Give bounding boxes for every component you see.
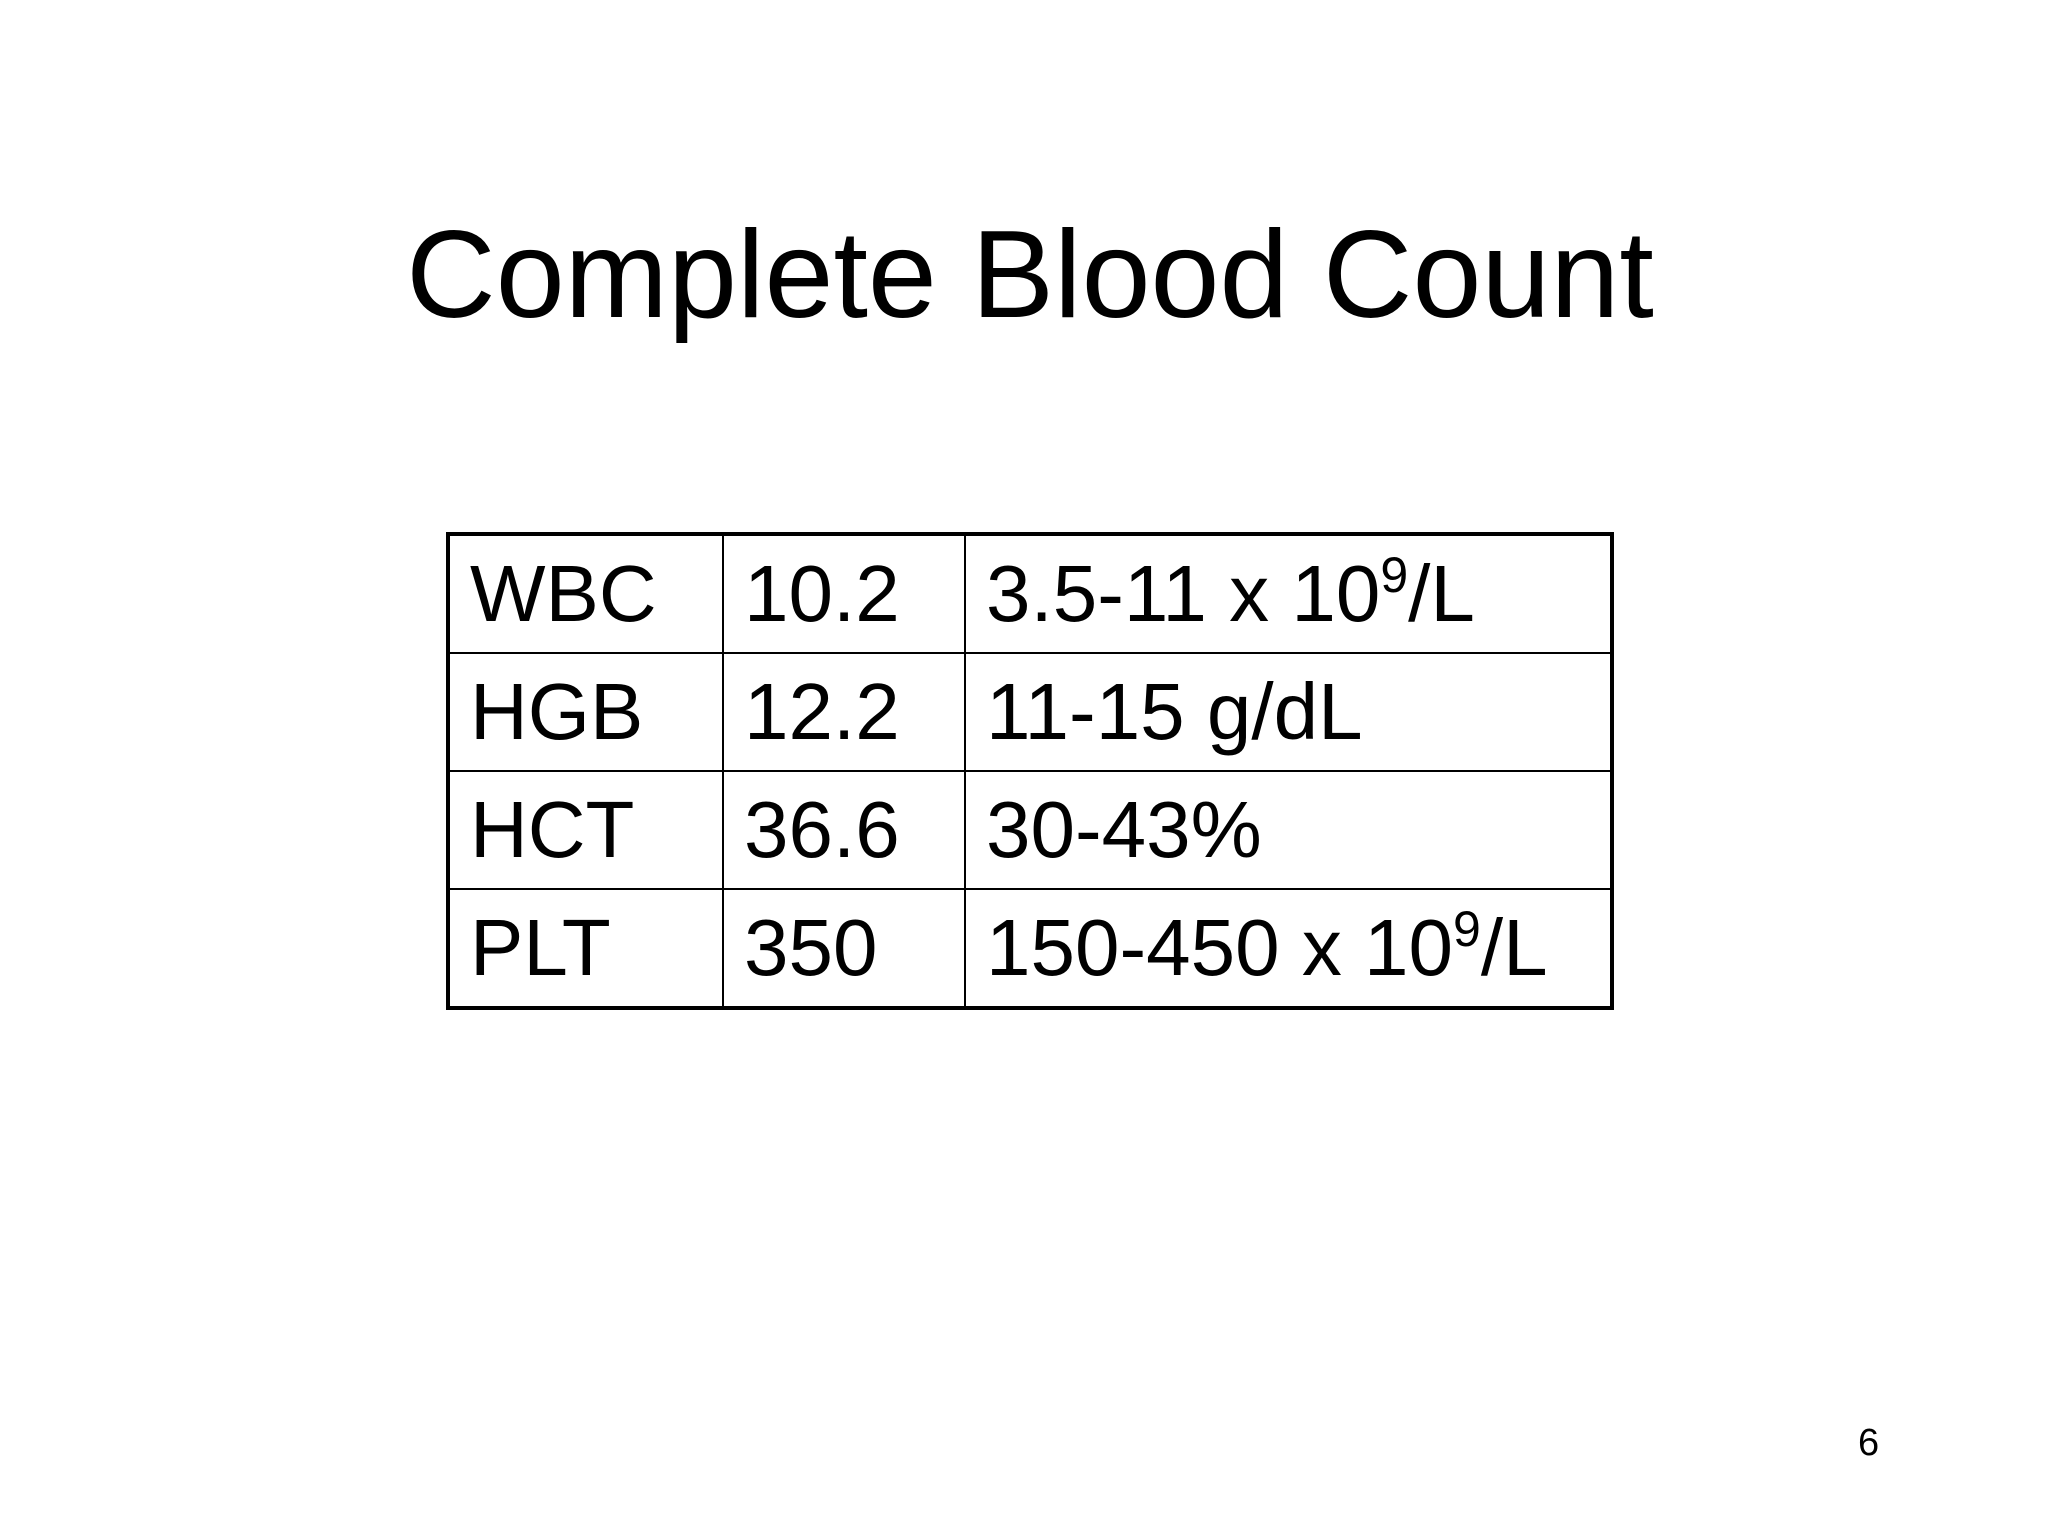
range-text: 3.5-11 x 10 [986,549,1381,638]
range-text: 30-43% [986,785,1262,874]
range-text: 150-450 x 10 [986,903,1454,992]
test-name: WBC [447,533,724,654]
test-name: HCT [447,770,724,890]
unit: /L [1480,903,1548,992]
test-value: 12.2 [722,652,966,772]
test-value: 350 [722,888,966,1009]
test-value: 10.2 [722,533,966,654]
test-name: HGB [447,652,724,772]
page-number: 6 [1858,1422,1880,1464]
cbc-table: WBC 10.2 3.5-11 x 109/L HGB 12.2 11-15 g… [446,532,1614,1010]
table-row: PLT 350 150-450 x 109/L [447,888,1613,1009]
reference-range: 11-15 g/dL [964,652,1613,772]
exponent: 9 [1453,901,1481,957]
test-name: PLT [447,888,724,1009]
slide-title: Complete Blood Count [406,206,1654,344]
reference-range: 30-43% [964,770,1613,890]
exponent: 9 [1380,547,1409,603]
table-row: WBC 10.2 3.5-11 x 109/L [447,533,1613,654]
test-value: 36.6 [722,770,966,890]
table-row: HGB 12.2 11-15 g/dL [447,652,1613,772]
reference-range: 3.5-11 x 109/L [964,533,1613,654]
table-row: HCT 36.6 30-43% [447,770,1613,890]
reference-range: 150-450 x 109/L [964,888,1613,1009]
range-text: 11-15 g/dL [986,667,1363,756]
unit: /L [1408,549,1475,638]
